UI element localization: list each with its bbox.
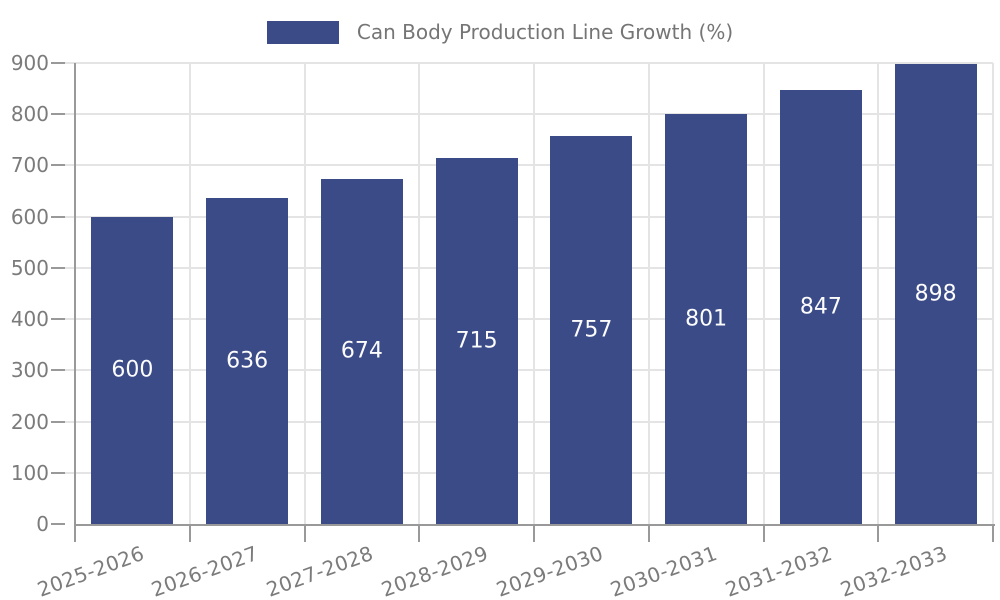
y-axis-tick bbox=[51, 523, 65, 525]
y-tick-label: 400 bbox=[10, 307, 49, 332]
y-tick-label: 800 bbox=[10, 102, 49, 127]
x-gridline bbox=[303, 63, 306, 524]
y-tick-label: 500 bbox=[10, 255, 49, 280]
bar-value-label: 757 bbox=[570, 317, 613, 343]
y-axis-tick bbox=[51, 420, 65, 423]
y-gridline bbox=[65, 420, 993, 423]
x-tick-label: 2030-2031 bbox=[607, 540, 721, 600]
x-axis-tick bbox=[762, 526, 765, 542]
x-gridline bbox=[418, 63, 421, 524]
y-tick-label: 600 bbox=[10, 204, 49, 229]
x-tick-label: 2025-2026 bbox=[33, 540, 147, 600]
y-tick-label: 100 bbox=[10, 460, 49, 485]
y-gridline bbox=[65, 164, 993, 167]
y-gridline bbox=[65, 369, 993, 372]
x-axis-tick bbox=[303, 526, 306, 542]
y-axis-tick bbox=[51, 471, 65, 474]
x-tick-label: 2031-2032 bbox=[722, 540, 836, 600]
x-gridline bbox=[992, 63, 994, 524]
bar[interactable]: 674 bbox=[320, 178, 403, 524]
y-axis-tick bbox=[51, 215, 65, 218]
x-gridline bbox=[647, 63, 650, 524]
y-axis-line bbox=[74, 63, 76, 524]
legend-item[interactable]: Can Body Production Line Growth (%) bbox=[0, 21, 1000, 44]
bar[interactable]: 600 bbox=[91, 216, 174, 524]
x-axis-tick bbox=[74, 526, 76, 542]
x-tick-label: 2029-2030 bbox=[492, 540, 606, 600]
x-gridline bbox=[877, 63, 880, 524]
y-tick-label: 0 bbox=[36, 512, 49, 536]
y-tick-label: 200 bbox=[10, 409, 49, 434]
bar[interactable]: 636 bbox=[206, 198, 289, 524]
y-gridline bbox=[65, 62, 993, 64]
bar-value-label: 847 bbox=[799, 294, 842, 320]
x-gridline bbox=[762, 63, 765, 524]
y-axis-tick bbox=[51, 113, 65, 116]
x-axis-tick bbox=[992, 526, 994, 542]
bar-value-label: 898 bbox=[914, 281, 957, 307]
y-tick-label: 900 bbox=[10, 51, 49, 75]
x-axis-tick bbox=[877, 526, 880, 542]
y-gridline bbox=[65, 471, 993, 474]
y-tick-label: 300 bbox=[10, 358, 49, 383]
legend-swatch-icon bbox=[266, 21, 339, 44]
x-tick-label: 2026-2027 bbox=[148, 540, 262, 600]
y-axis-tick bbox=[51, 62, 65, 64]
y-axis-tick bbox=[51, 369, 65, 372]
x-tick-label: 2032-2033 bbox=[836, 540, 951, 600]
bar[interactable]: 898 bbox=[894, 64, 977, 524]
y-tick-label: 700 bbox=[10, 153, 49, 178]
x-gridline bbox=[533, 63, 535, 524]
y-axis-tick bbox=[51, 266, 65, 269]
legend-label: Can Body Production Line Growth (%) bbox=[356, 20, 734, 44]
y-gridline bbox=[65, 113, 993, 116]
x-tick-label: 2028-2029 bbox=[377, 540, 492, 600]
bar[interactable]: 757 bbox=[550, 136, 633, 524]
x-axis-line bbox=[74, 524, 995, 526]
bar[interactable]: 715 bbox=[435, 157, 518, 524]
y-gridline bbox=[65, 318, 993, 321]
x-axis-tick bbox=[418, 526, 421, 542]
x-axis-tick bbox=[533, 526, 535, 542]
x-axis-tick bbox=[647, 526, 650, 542]
x-axis-tick bbox=[188, 526, 191, 542]
bar[interactable]: 847 bbox=[779, 90, 862, 524]
bar-value-label: 715 bbox=[455, 328, 498, 354]
y-axis-tick bbox=[51, 318, 65, 321]
bar-value-label: 600 bbox=[111, 357, 154, 383]
y-axis-tick bbox=[51, 164, 65, 167]
bar-value-label: 801 bbox=[685, 306, 728, 332]
y-gridline bbox=[65, 266, 993, 269]
bar[interactable]: 801 bbox=[665, 113, 748, 524]
y-gridline bbox=[65, 215, 993, 218]
x-tick-label: 2027-2028 bbox=[263, 540, 377, 600]
bar-value-label: 674 bbox=[340, 338, 383, 364]
bar-value-label: 636 bbox=[226, 348, 269, 374]
x-gridline bbox=[188, 63, 191, 524]
